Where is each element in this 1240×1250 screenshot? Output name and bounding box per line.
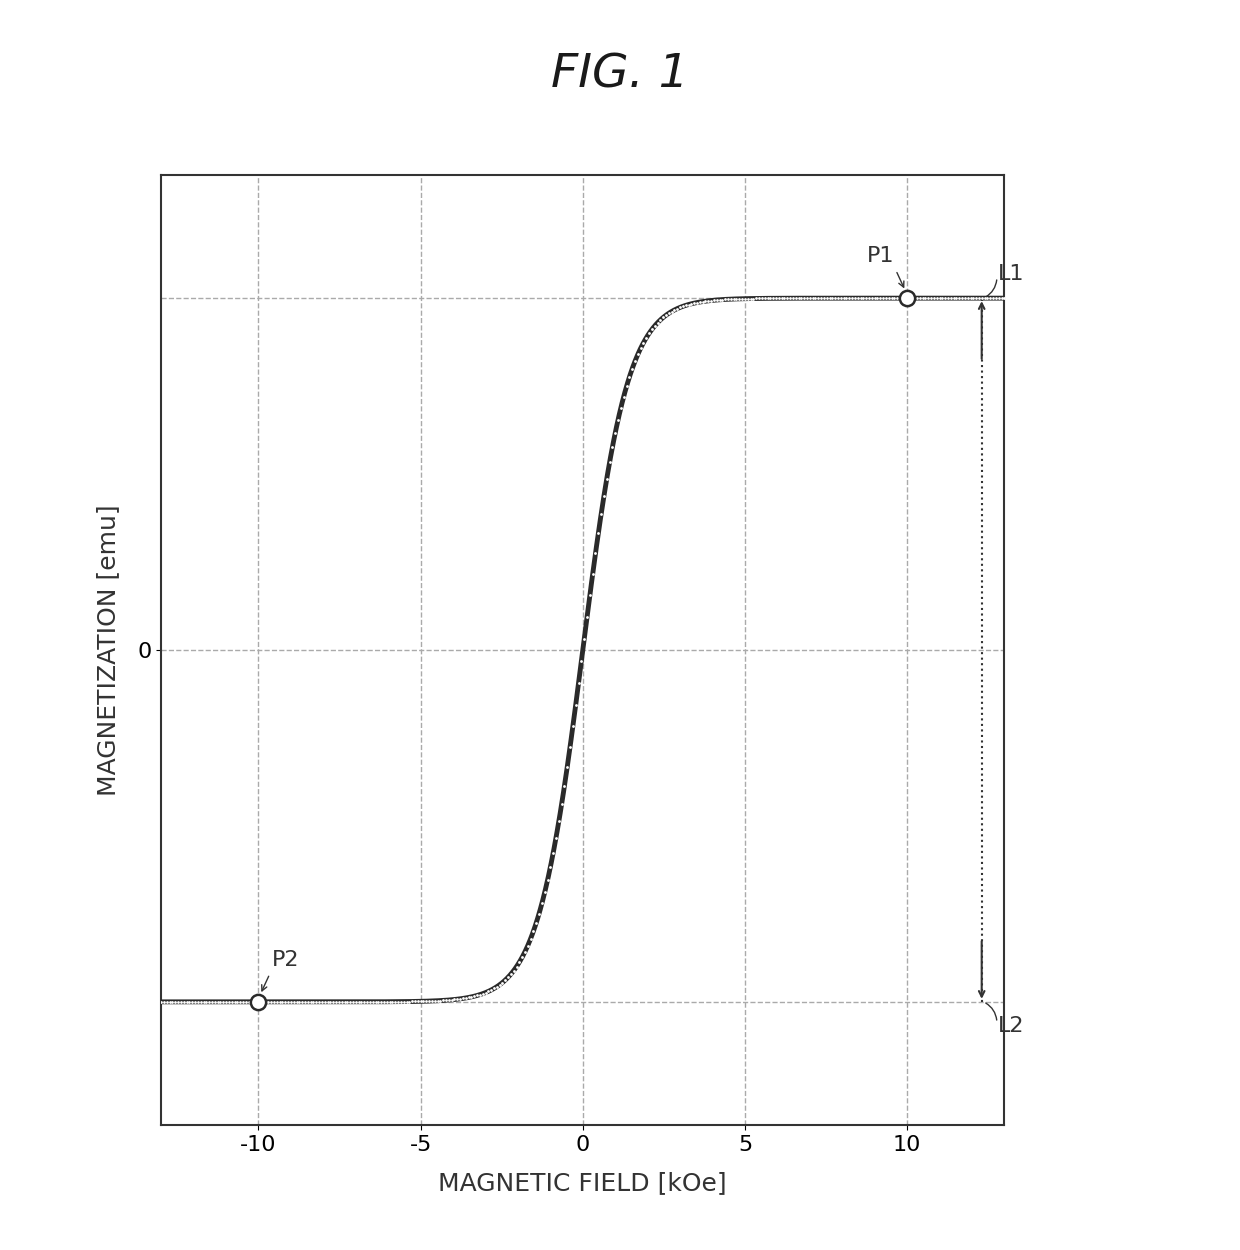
Text: L2: L2 xyxy=(998,1016,1024,1036)
Y-axis label: MAGNETIZATION [emu]: MAGNETIZATION [emu] xyxy=(97,504,120,796)
X-axis label: MAGNETIC FIELD [kOe]: MAGNETIC FIELD [kOe] xyxy=(439,1171,727,1195)
Text: FIG. 1: FIG. 1 xyxy=(551,52,689,98)
Text: P1: P1 xyxy=(867,246,894,266)
Text: P2: P2 xyxy=(272,950,299,970)
Text: L1: L1 xyxy=(998,264,1024,284)
